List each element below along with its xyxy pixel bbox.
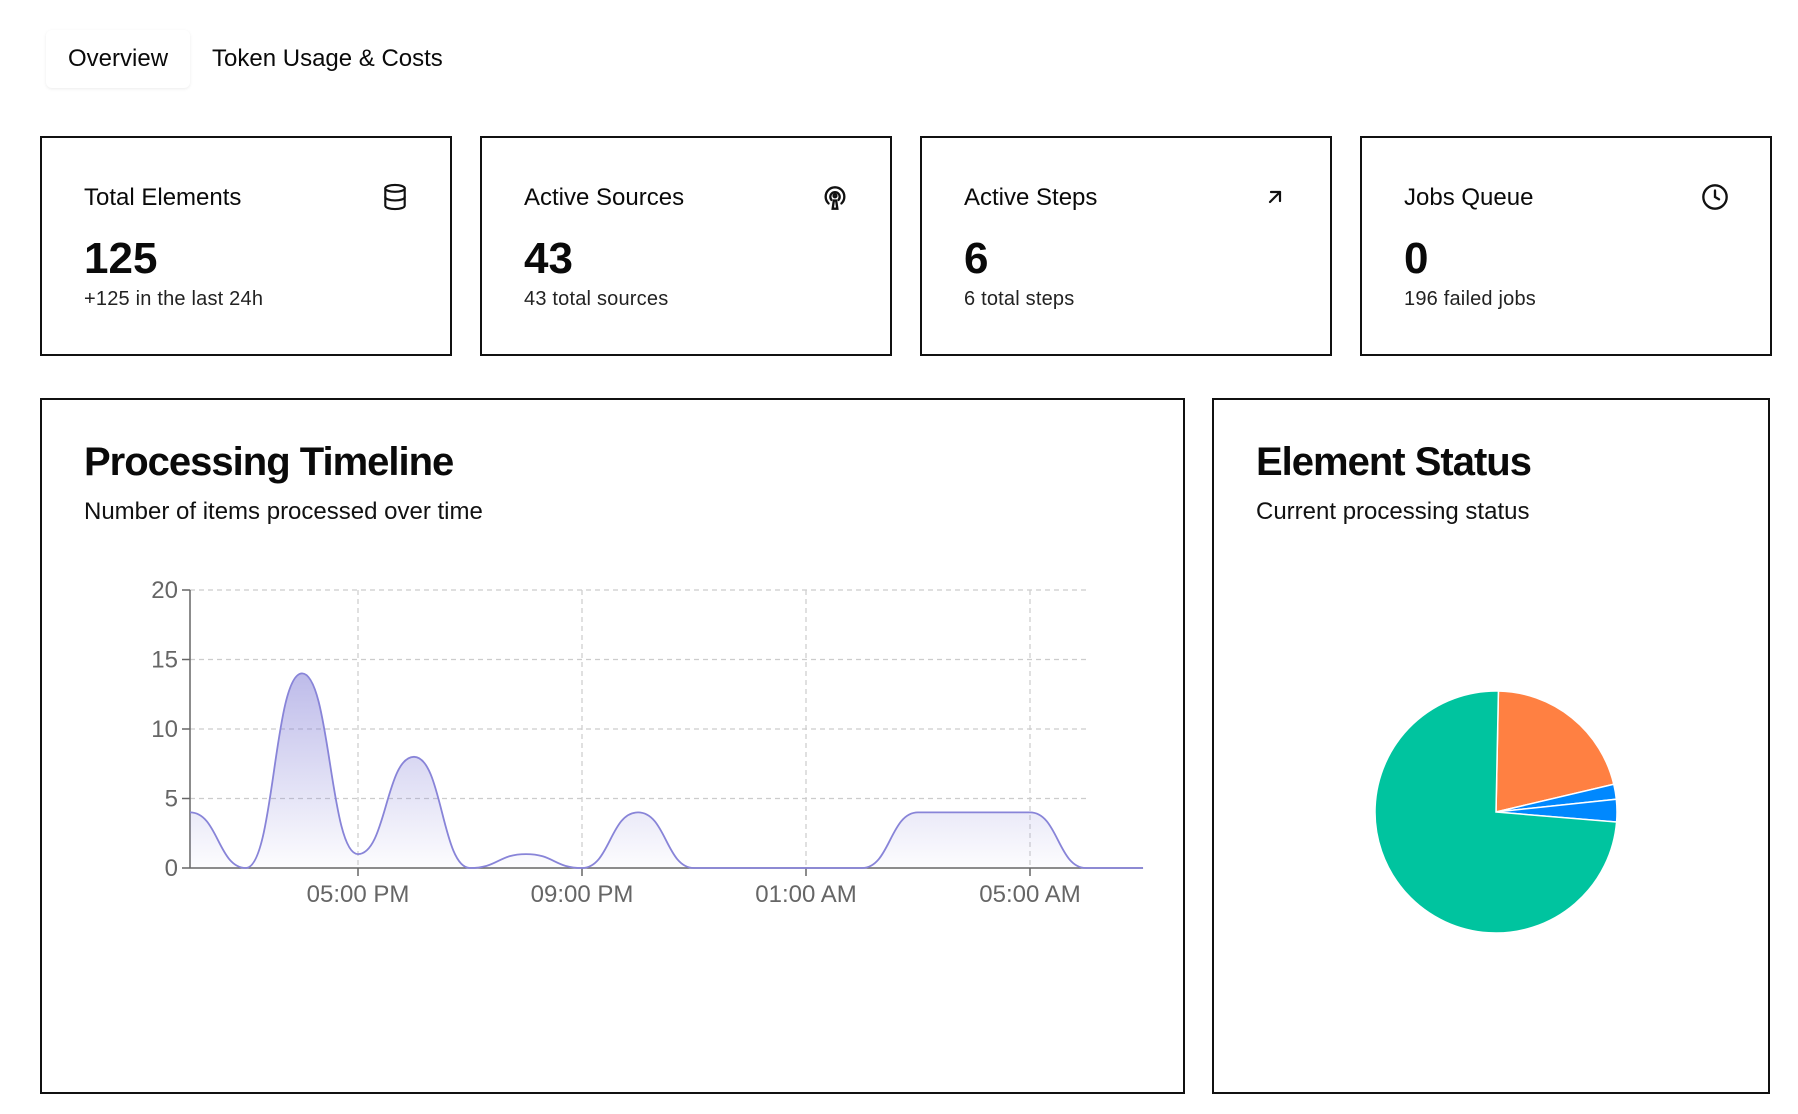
- stat-subtext: 196 failed jobs: [1404, 288, 1536, 310]
- y-tick-label: 20: [151, 577, 178, 604]
- stat-subtext: +125 in the last 24h: [84, 288, 264, 310]
- panel-description: Number of items processed over time: [84, 498, 483, 525]
- x-tick-label: 05:00 AM: [979, 881, 1080, 908]
- stat-card-active-steps: Active Steps 6 6 total steps: [920, 136, 1332, 356]
- stat-value: 6: [964, 234, 989, 283]
- database-icon: [380, 182, 410, 212]
- tab-overview[interactable]: Overview: [46, 30, 191, 88]
- tab-list: Overview Token Usage & Costs: [46, 30, 465, 88]
- stat-value: 43: [524, 234, 573, 283]
- panel-title: Element Status: [1256, 440, 1532, 484]
- stat-card-total-elements: Total Elements 125 +125 in the last 24h: [40, 136, 452, 356]
- y-tick-label: 5: [165, 786, 178, 813]
- broadcast-icon: [820, 182, 850, 212]
- x-tick-label: 05:00 PM: [307, 881, 410, 908]
- y-tick-label: 0: [165, 855, 178, 882]
- stat-label: Active Sources: [524, 184, 685, 211]
- stat-label: Jobs Queue: [1404, 184, 1534, 211]
- stat-subtext: 6 total steps: [964, 288, 1075, 310]
- status-pie-chart[interactable]: [1214, 400, 1768, 1092]
- stat-subtext: 43 total sources: [524, 288, 669, 310]
- pie-slice[interactable]: [1374, 690, 1618, 934]
- element-status-panel: Element Status Current processing status: [1212, 398, 1770, 1094]
- arrow-up-right-icon: [1260, 182, 1290, 212]
- y-tick-label: 15: [151, 647, 178, 674]
- x-tick-label: 01:00 AM: [755, 881, 856, 908]
- timeline-chart[interactable]: 0 5 10 15 20 05:00 PM 09:00 PM 01:00 AM 05:00 AM…: [42, 400, 1183, 1092]
- stat-card-active-sources: Active Sources 43 43 total sources: [480, 136, 892, 356]
- x-tick-label: 09:00 PM: [531, 881, 634, 908]
- panel-description: Current processing status: [1256, 498, 1530, 525]
- series-area: [190, 673, 1143, 868]
- processing-timeline-panel: Processing Timeline Number of items proc…: [40, 398, 1185, 1094]
- stat-value: 0: [1404, 234, 1429, 283]
- series-line: [189, 672, 1143, 869]
- stat-value: 125: [84, 234, 158, 283]
- pie-slice[interactable]: [1495, 690, 1615, 813]
- y-tick-label: 10: [151, 716, 178, 743]
- tab-token-usage-costs[interactable]: Token Usage & Costs: [212, 45, 443, 72]
- panel-title: Processing Timeline: [84, 440, 454, 484]
- stat-label: Total Elements: [84, 184, 242, 211]
- stat-label: Active Steps: [964, 184, 1098, 211]
- clock-icon: [1700, 182, 1730, 212]
- stat-card-jobs-queue: Jobs Queue 0 196 failed jobs: [1360, 136, 1772, 356]
